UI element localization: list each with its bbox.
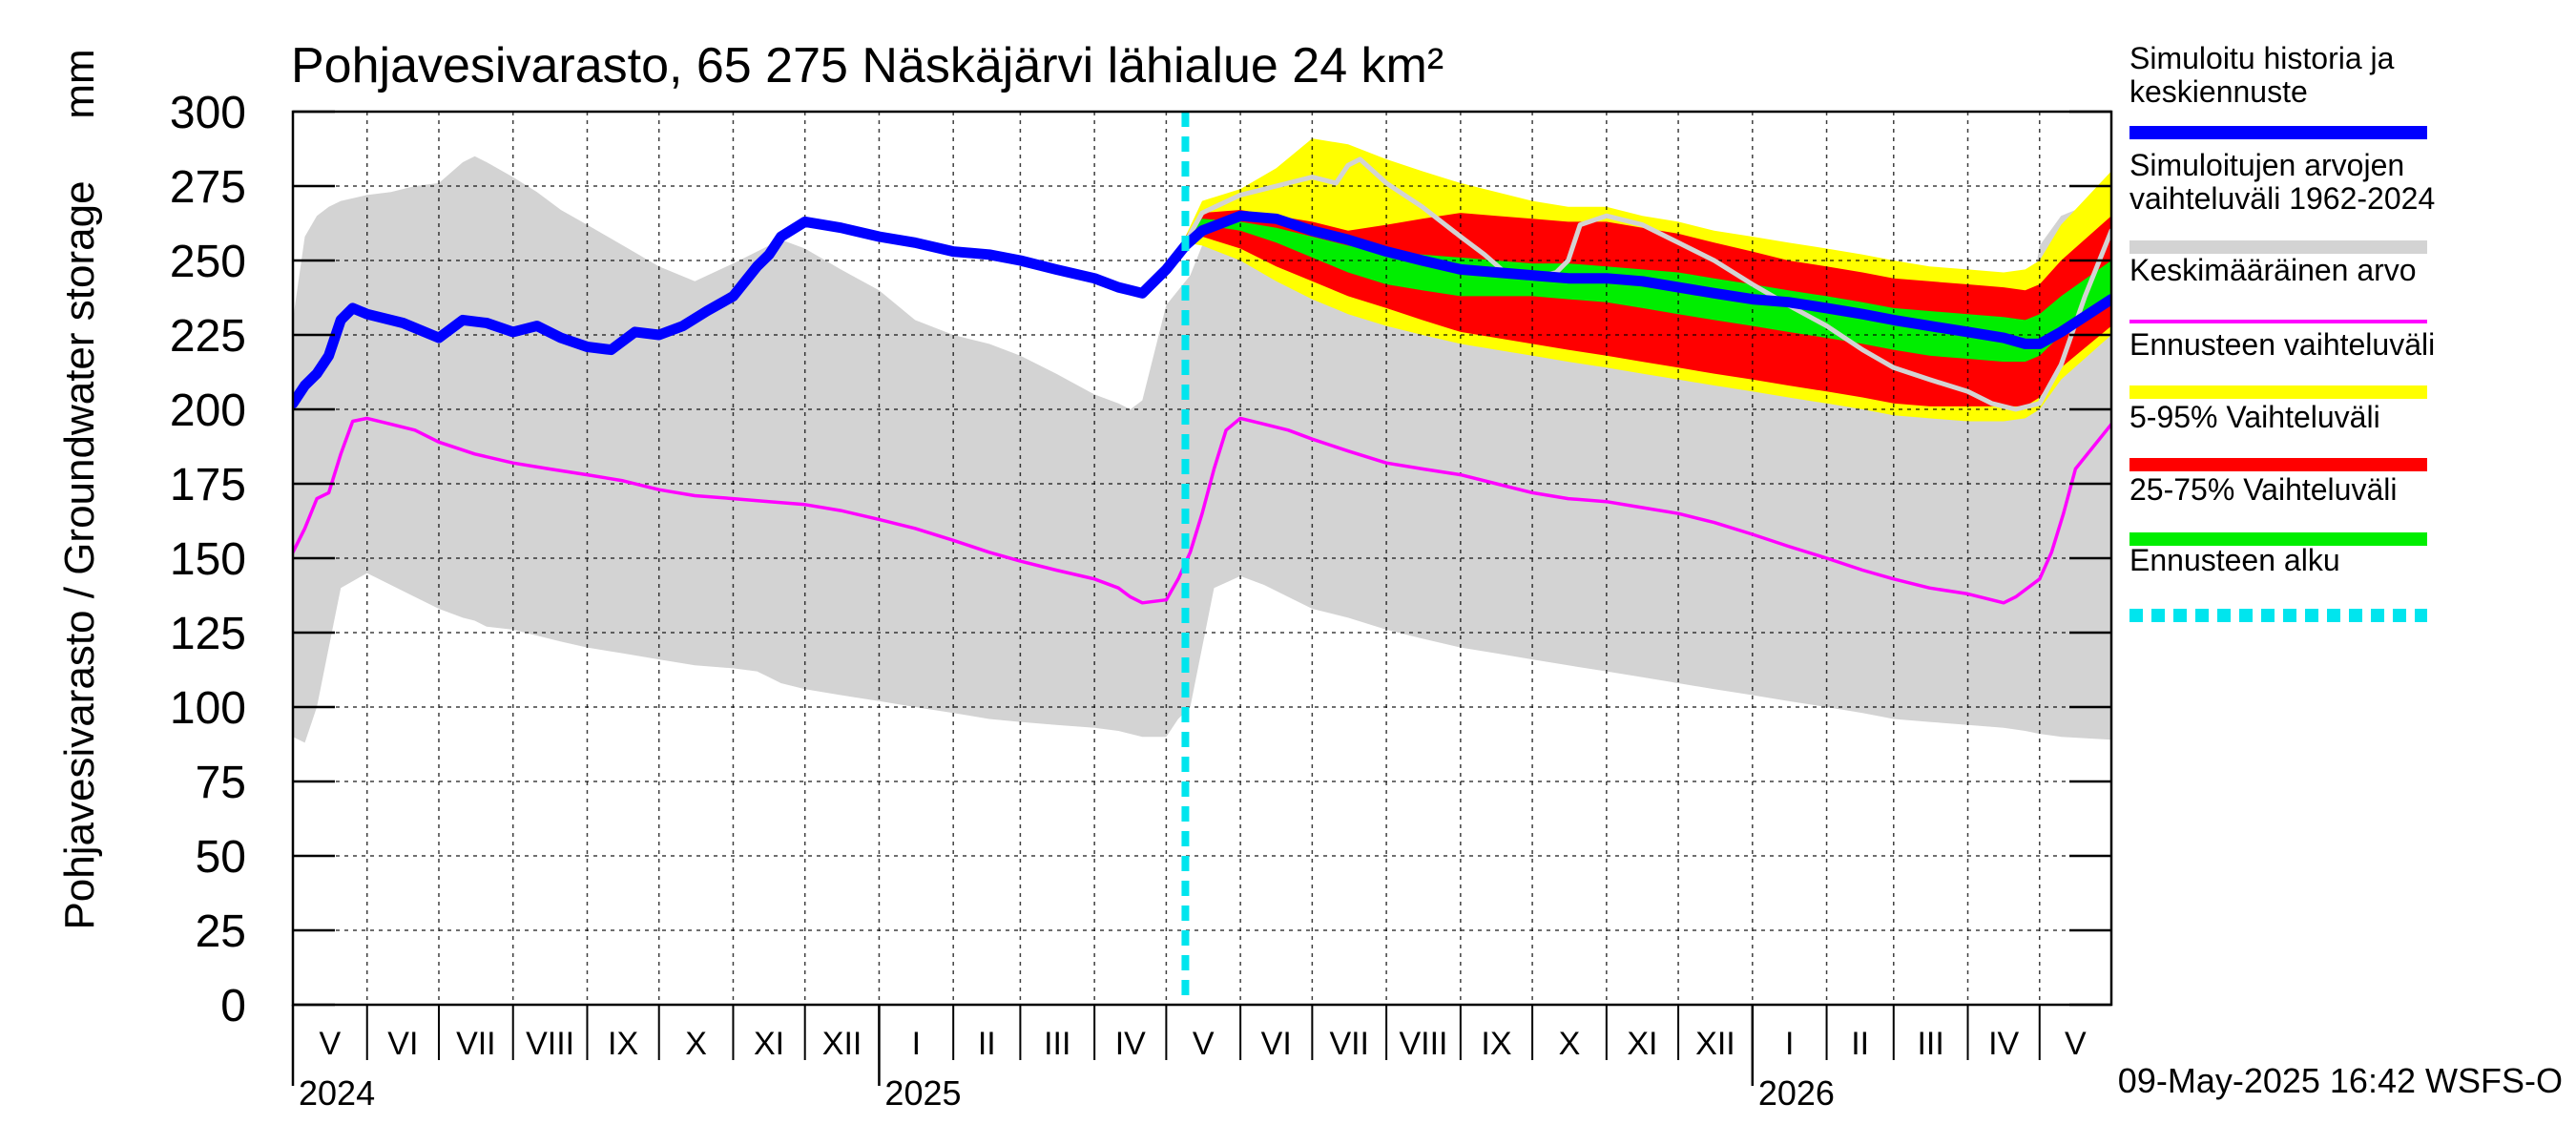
y-tick-label: 300 — [170, 88, 246, 138]
x-month-label: VI — [1261, 1026, 1292, 1062]
x-year-label: 2026 — [1758, 1073, 1835, 1113]
x-month-label: II — [978, 1026, 996, 1062]
line-simuloitu-ennusteen-vertailu — [1182, 156, 2111, 412]
x-month-label: III — [1917, 1026, 1943, 1062]
x-month-label: VII — [456, 1026, 496, 1062]
y-tick-label: 275 — [170, 162, 246, 213]
x-month-label: VIII — [1399, 1026, 1447, 1062]
x-month-label: III — [1044, 1026, 1070, 1062]
y-tick-label: 225 — [170, 311, 246, 362]
x-month-label: II — [1851, 1026, 1869, 1062]
x-month-label: V — [2065, 1026, 2087, 1062]
x-month-label: IV — [1115, 1026, 1146, 1062]
y-tick-label: 25 — [196, 906, 246, 957]
legend-label: Ennusteen alku — [2129, 543, 2340, 577]
y-tick-label: 150 — [170, 534, 246, 585]
y-tick-label: 250 — [170, 237, 246, 287]
series-lines — [293, 156, 2111, 605]
legend: Simuloitu historia ja keskiennuste Simuloi… — [2129, 41, 2435, 622]
x-month-label: IX — [1481, 1026, 1511, 1062]
y-axis-label: Pohjavesivarasto / Groundwater storage — [56, 180, 103, 929]
x-month-label: XI — [1627, 1026, 1657, 1062]
x-month-label: I — [912, 1026, 921, 1062]
x-month-label: XII — [822, 1026, 862, 1062]
x-month-label: X — [685, 1026, 707, 1062]
legend-label: Simuloitu historia ja keskiennuste — [2129, 41, 2395, 109]
x-month-label: VI — [387, 1026, 418, 1062]
x-year-label: 2025 — [884, 1073, 961, 1113]
x-month-label: IV — [1988, 1026, 2019, 1062]
y-tick-label: 75 — [196, 758, 246, 808]
y-tick-label: 200 — [170, 385, 246, 436]
x-year-label: 2024 — [299, 1073, 375, 1113]
y-tick-label: 0 — [220, 981, 246, 1031]
timestamp-footer: 09-May-2025 16:42 WSFS-O — [2118, 1061, 2563, 1100]
legend-label: Ennusteen vaihteluväli — [2129, 327, 2435, 362]
legend-label: Keskimääräinen arvo — [2129, 253, 2417, 287]
x-month-label: XI — [754, 1026, 784, 1062]
y-tick-label: 125 — [170, 609, 246, 659]
x-month-label: IX — [608, 1026, 638, 1062]
x-month-label: V — [1193, 1026, 1215, 1062]
x-month-label: VII — [1329, 1026, 1369, 1062]
x-month-label: V — [320, 1026, 342, 1062]
y-tick-label: 100 — [170, 683, 246, 734]
y-tick-label: 50 — [196, 832, 246, 883]
y-tick-label: 175 — [170, 460, 246, 510]
x-month-label: VIII — [526, 1026, 574, 1062]
legend-label: 25-75% Vaihteluväli — [2129, 472, 2397, 507]
x-month-label: I — [1785, 1026, 1794, 1062]
line-simuloitu-historia-ja-keskiennuste — [293, 210, 2111, 409]
grid — [293, 111, 2111, 1005]
x-month-label: XII — [1695, 1026, 1735, 1062]
x-month-label: X — [1559, 1026, 1581, 1062]
legend-label: 5-95% Vaihteluväli — [2129, 400, 2380, 434]
legend-label: Simuloitujen arvojen vaihteluväli 1962-20… — [2129, 148, 2435, 216]
y-axis-unit: mm — [56, 49, 103, 118]
line-keskim-r-inen-arvo — [293, 416, 2111, 605]
chart-title: Pohjavesivarasto, 65 275 Näskäjärvi lähi… — [291, 38, 1444, 94]
